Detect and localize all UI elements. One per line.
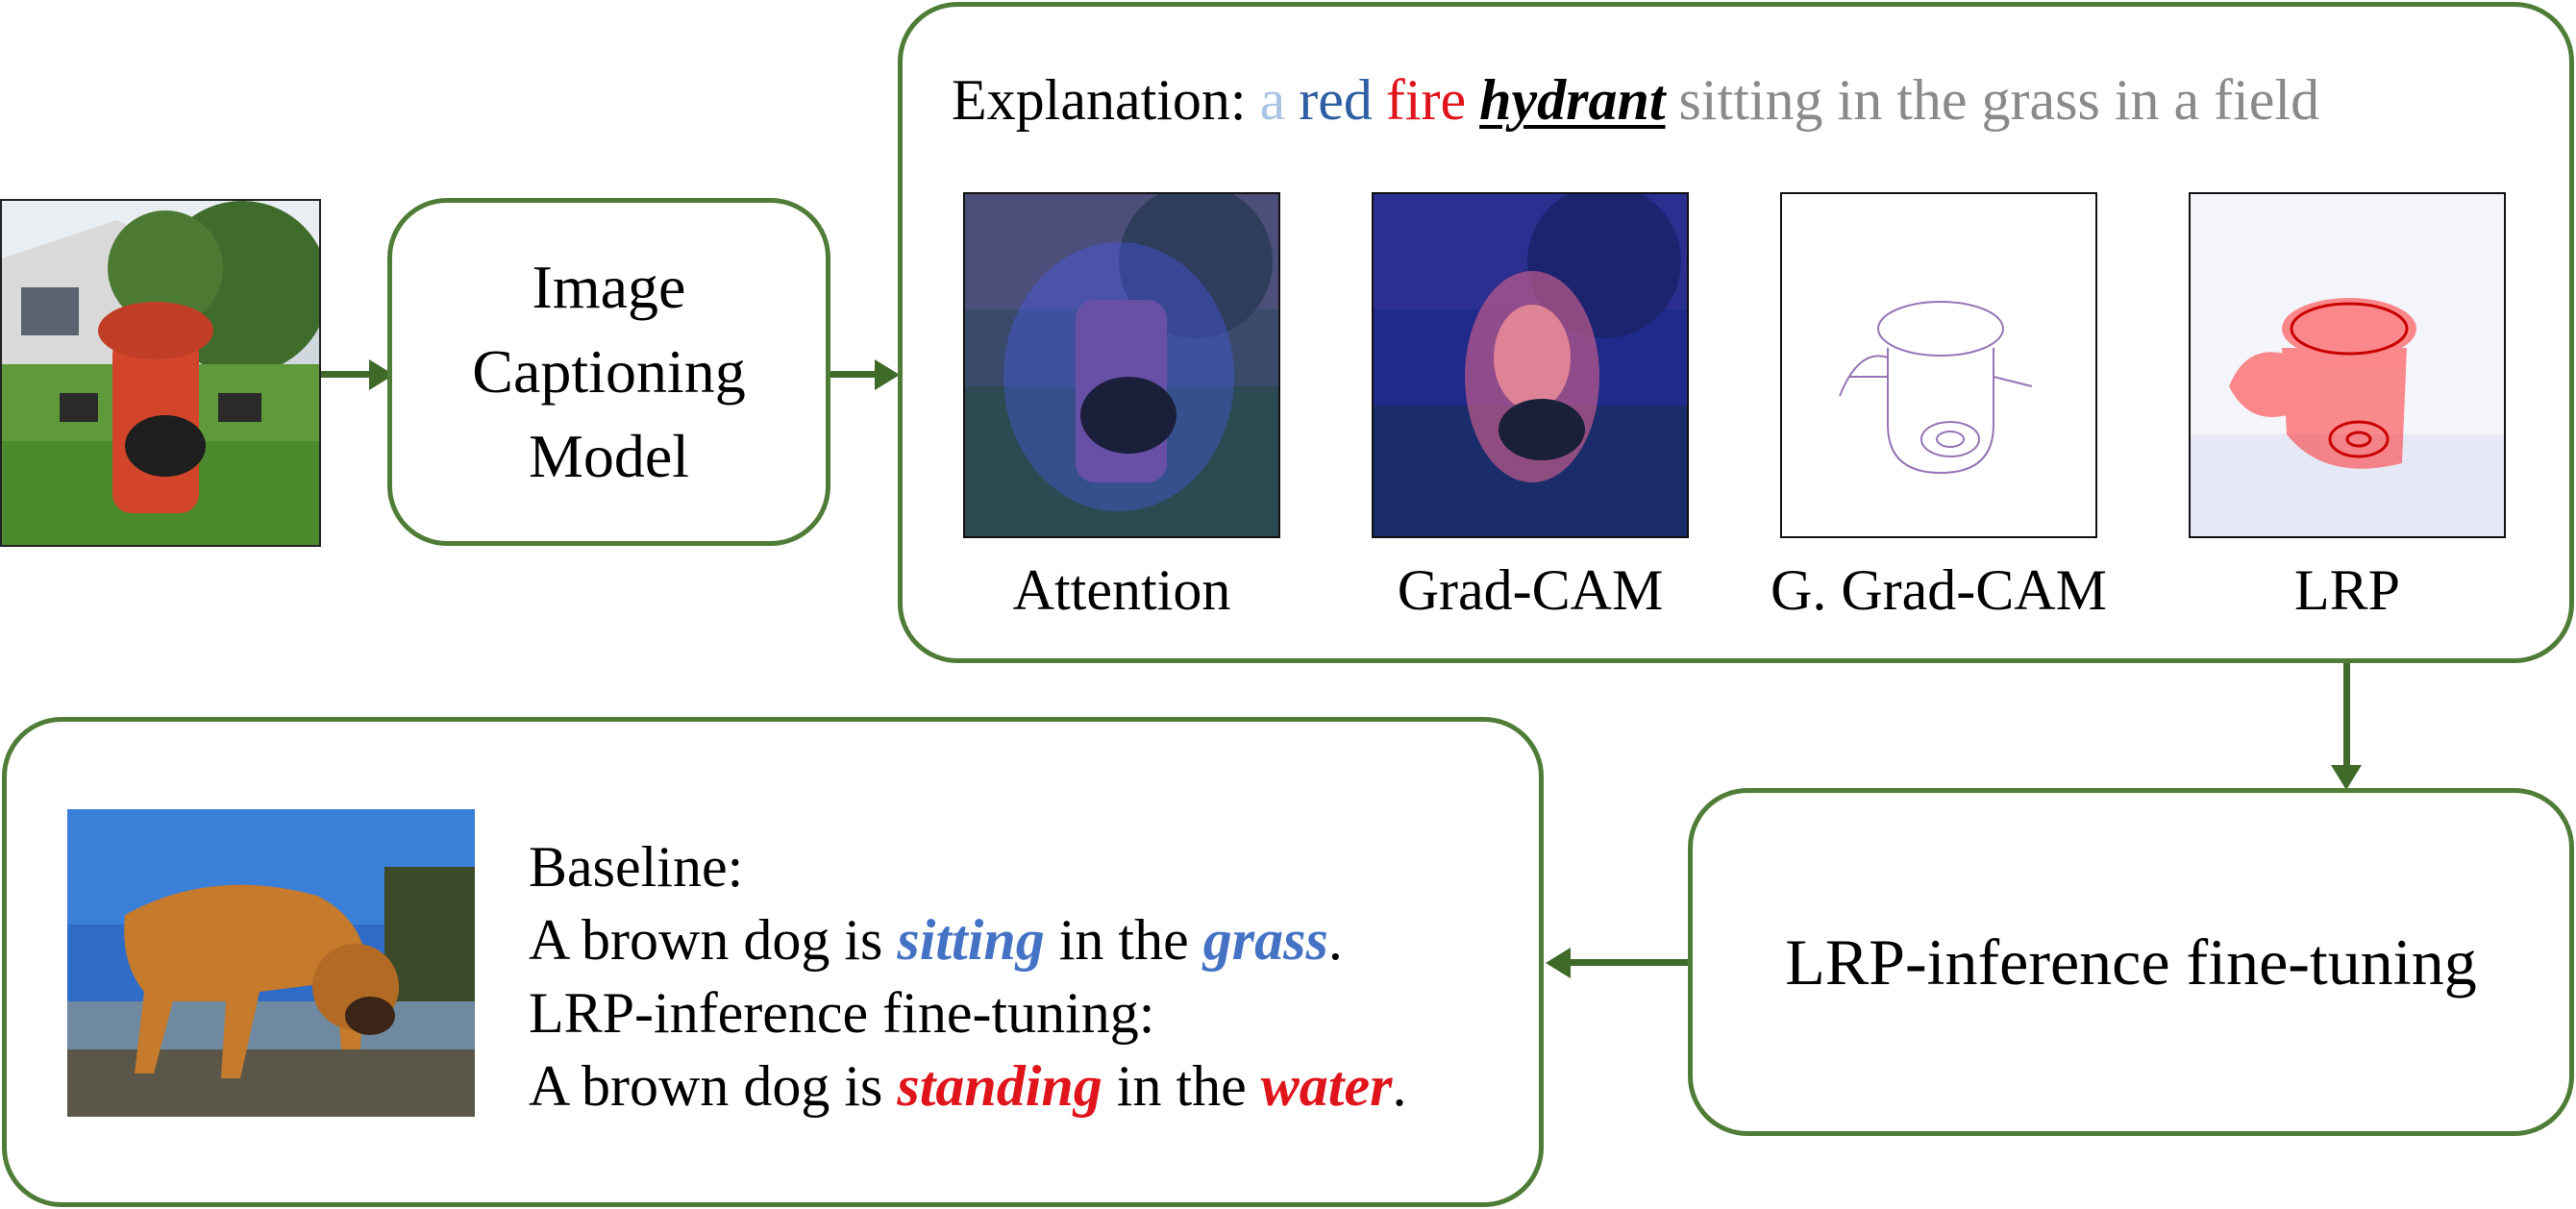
image-captioning-model-box: Image Captioning Model	[387, 198, 830, 546]
explanation-token-fire: fire	[1385, 68, 1467, 132]
baseline-heading-text: Baseline:	[529, 835, 744, 899]
baseline-keyword-grass: grass	[1202, 908, 1328, 972]
lrp-part2: in the	[1116, 1054, 1247, 1118]
model-label-line3: Model	[528, 422, 690, 490]
arrow-image-to-model	[321, 371, 373, 378]
baseline-end: .	[1327, 908, 1343, 972]
lrp-heatmap-panel	[2189, 192, 2506, 538]
lrp-heading: LRP-inference fine-tuning:	[529, 976, 1154, 1049]
lrp-keyword-water: water	[1260, 1054, 1393, 1118]
lrp-label: LRP	[2293, 558, 2401, 622]
lrp-part1: A brown dog is	[529, 1054, 883, 1118]
explanation-sentence: Explanation: a red fire hydrant sitting in th…	[952, 67, 2319, 134]
model-label-line1: Image	[532, 253, 686, 321]
explanation-token-hydrant: hydrant	[1479, 68, 1666, 132]
baseline-caption: A brown dog is sitting in the grass.	[529, 903, 1343, 976]
arrow-head-explanation-to-finetune	[2331, 765, 2362, 790]
attention-heatmap-panel	[963, 192, 1280, 538]
arrow-finetune-to-result	[1567, 959, 1688, 966]
model-label-line2: Captioning	[472, 337, 746, 406]
dog-image	[67, 809, 475, 1117]
arrow-head-finetune-to-result	[1546, 948, 1571, 978]
explanation-token-a: a	[1259, 68, 1286, 132]
arrow-head-model-to-explanation	[875, 359, 900, 390]
arrow-explanation-to-finetune	[2343, 663, 2350, 771]
lrp-heading-text: LRP-inference fine-tuning:	[529, 981, 1155, 1045]
attention-label: Attention	[1012, 558, 1231, 622]
lrp-finetuning-box: LRP-inference fine-tuning	[1688, 788, 2574, 1136]
lrp-end: .	[1392, 1054, 1407, 1118]
explanation-token-red: red	[1299, 68, 1373, 132]
grad-cam-heatmap-panel	[1372, 192, 1689, 538]
input-hydrant-image	[0, 199, 321, 547]
baseline-heading: Baseline:	[529, 830, 743, 903]
guided-grad-cam-label: G. Grad-CAM	[1771, 558, 2107, 622]
lrp-keyword-standing: standing	[897, 1054, 1102, 1118]
baseline-keyword-sitting: sitting	[897, 908, 1045, 972]
lrp-finetuning-label: LRP-inference fine-tuning	[1785, 925, 2477, 999]
explanation-prefix: Explanation:	[952, 68, 1247, 132]
arrow-model-to-explanation	[830, 371, 879, 378]
grad-cam-label: Grad-CAM	[1397, 558, 1664, 622]
explanation-token-rest: sitting in the grass in a field	[1678, 68, 2320, 132]
baseline-part1: A brown dog is	[529, 908, 883, 972]
lrp-caption: A brown dog is standing in the water.	[529, 1049, 1406, 1123]
baseline-part2: in the	[1058, 908, 1189, 972]
guided-grad-cam-panel	[1780, 192, 2097, 538]
